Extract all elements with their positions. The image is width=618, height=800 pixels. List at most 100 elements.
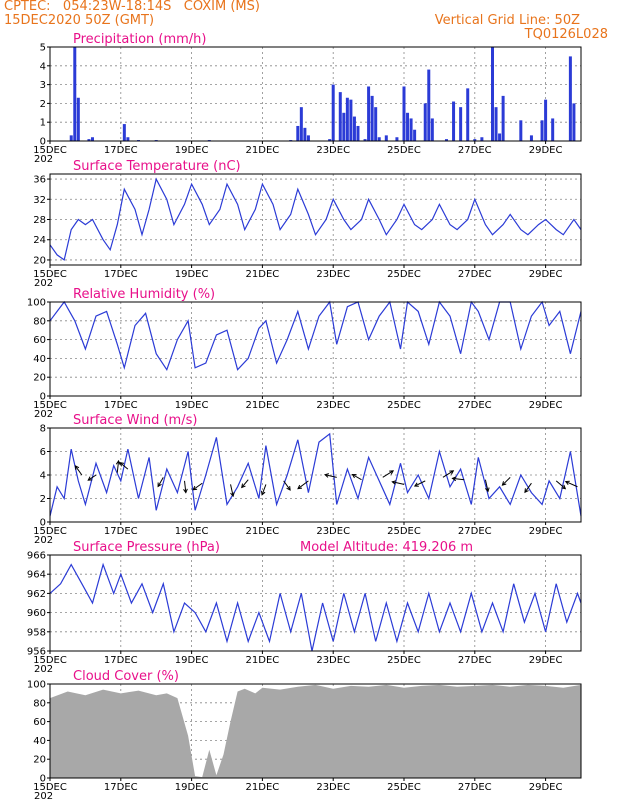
x-tick-label: 19DEC (175, 655, 209, 666)
wind-arrow (283, 480, 291, 491)
precip-bar (90, 137, 94, 141)
precip-bar (349, 99, 353, 141)
x-year-label: 202 (34, 791, 53, 800)
cloud-panel (47, 683, 582, 781)
y-tick-label: 0 (40, 137, 46, 148)
x-tick-label: 25DEC (387, 400, 421, 411)
wind-arrow (297, 480, 309, 490)
x-tick-label: 25DEC (387, 526, 421, 537)
y-tick-label: 5 (40, 43, 46, 54)
y-tick-label: 962 (27, 589, 46, 600)
x-tick-label: 23DEC (316, 655, 350, 666)
y-tick-label: 6 (40, 447, 46, 458)
precip-bar (427, 69, 431, 141)
y-tick-label: 960 (27, 608, 46, 619)
wind-arrowhead (115, 459, 121, 465)
precip-bar (498, 133, 502, 141)
precip-bar (374, 107, 378, 141)
precip-bar (363, 139, 367, 141)
y-tick-label: 4 (40, 471, 46, 482)
x-tick-label: 17DEC (104, 269, 138, 280)
x-tick-label: 27DEC (458, 400, 492, 411)
wind-arrow (414, 480, 426, 487)
y-tick-label: 4 (40, 61, 46, 72)
y-tick-label: 0 (40, 392, 46, 403)
header-grid-line: Vertical Grid Line: 50Z (434, 13, 580, 28)
precip-bar (568, 56, 572, 141)
y-tick-label: 36 (33, 175, 46, 186)
x-tick-label: 21DEC (246, 400, 280, 411)
wind-panel (47, 427, 582, 525)
x-tick-label: 17DEC (104, 400, 138, 411)
wind-arrowhead (324, 473, 330, 478)
wind-arrow (116, 460, 120, 473)
wind-arrowhead (241, 483, 246, 489)
wind-arrow (119, 462, 129, 470)
x-tick-label: 19DEC (175, 269, 209, 280)
wind-arrowhead (119, 461, 125, 467)
x-tick-label: 29DEC (529, 400, 563, 411)
wind-arrowhead (451, 476, 457, 482)
pres-title: Surface Pressure (hPa) (73, 540, 220, 555)
x-tick-label: 15DEC (33, 145, 67, 156)
pres-panel (47, 554, 582, 654)
y-tick-label: 20 (33, 255, 46, 266)
x-tick-label: 19DEC (175, 526, 209, 537)
x-tick-label: 19DEC (175, 145, 209, 156)
precip-bar (384, 135, 388, 141)
y-tick-label: 80 (33, 316, 46, 327)
panel-frame (49, 554, 582, 652)
wind-arrowhead (561, 484, 567, 490)
wind-arrowhead (564, 480, 570, 486)
x-tick-label: 15DEC (33, 269, 67, 280)
precip-bar (299, 107, 303, 141)
x-year-label: 202 (34, 409, 53, 420)
x-tick-label: 23DEC (316, 269, 350, 280)
precip-bar (572, 103, 576, 141)
precip-bar (452, 101, 456, 141)
wind-arrowhead (87, 476, 93, 481)
wind-arrow (442, 470, 454, 478)
wind-arrowhead (157, 482, 162, 488)
precip-bar (367, 86, 371, 141)
wind-arrowhead (524, 488, 529, 494)
x-tick-label: 25DEC (387, 782, 421, 793)
y-tick-label: 32 (33, 195, 46, 206)
x-year-label: 202 (34, 278, 53, 289)
wind-arrow (241, 479, 249, 488)
temp-series-line (49, 177, 582, 261)
wind-arrowhead (286, 485, 291, 491)
x-tick-label: 17DEC (104, 782, 138, 793)
x-tick-label: 27DEC (458, 526, 492, 537)
precip-bar (338, 92, 342, 141)
y-tick-label: 60 (33, 335, 46, 346)
precip-bar (73, 47, 77, 141)
model-altitude-label: Model Altitude: 419.206 m (300, 540, 473, 555)
y-tick-label: 3 (40, 80, 46, 91)
y-tick-label: 964 (27, 570, 46, 581)
y-tick-label: 0 (40, 774, 46, 785)
precip-bar (413, 129, 417, 141)
x-tick-label: 29DEC (529, 655, 563, 666)
y-tick-label: 956 (27, 647, 46, 658)
precip-bar (342, 112, 346, 141)
wind-arrow (261, 484, 267, 495)
x-tick-label: 27DEC (458, 655, 492, 666)
panel-frame (49, 46, 582, 142)
x-tick-label: 15DEC (33, 782, 67, 793)
x-tick-label: 23DEC (316, 400, 350, 411)
y-tick-label: 2 (40, 494, 46, 505)
precip-bar (409, 118, 413, 141)
header-location: CPTEC: 054:23W-18:14S COXIM (MS) (4, 0, 260, 14)
precip-bar (444, 139, 448, 141)
cloud-title: Cloud Cover (%) (73, 669, 179, 684)
y-tick-label: 20 (33, 373, 46, 384)
x-tick-label: 17DEC (104, 655, 138, 666)
precip-bar (76, 97, 80, 141)
wind-arrow (74, 465, 83, 476)
wind-arrowhead (391, 480, 397, 485)
y-tick-label: 1 (40, 118, 46, 129)
wind-arrowhead (297, 484, 303, 490)
precip-bar (529, 135, 533, 141)
